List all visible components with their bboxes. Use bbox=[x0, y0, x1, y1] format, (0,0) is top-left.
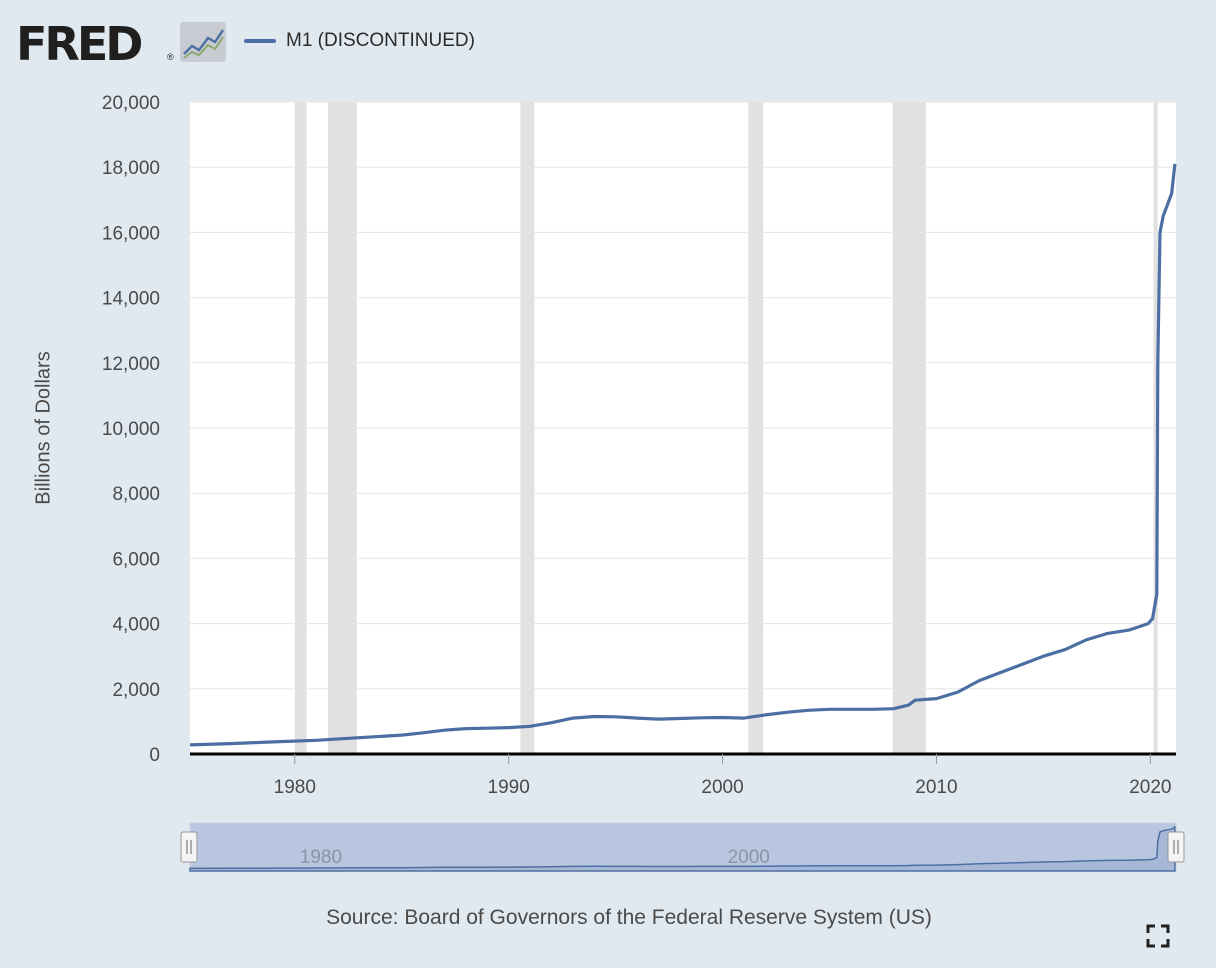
y-tick-label: 20,000 bbox=[102, 93, 160, 114]
chart-svg: 0 2,000 4,000 6,000 8,000 10,000 12,000 14,000 1… bbox=[102, 93, 1185, 872]
navigator-label: 2000 bbox=[728, 847, 770, 868]
y-tick-label: 14,000 bbox=[102, 289, 160, 310]
y-tick-label: 0 bbox=[149, 745, 160, 766]
x-tick-label: 1990 bbox=[488, 777, 530, 798]
fullscreen-icon[interactable] bbox=[1146, 924, 1170, 948]
series-line-m1[interactable] bbox=[189, 163, 1177, 747]
chart-legend[interactable]: M1 (DISCONTINUED) bbox=[244, 28, 475, 54]
fred-logo[interactable]: FRED bbox=[16, 17, 143, 71]
navigator-series bbox=[189, 825, 1176, 872]
y-tick-label: 12,000 bbox=[102, 354, 160, 375]
y-tick-label: 2,000 bbox=[112, 680, 160, 701]
x-tick-label: 1980 bbox=[274, 777, 316, 798]
x-tick-label: 2000 bbox=[701, 777, 743, 798]
x-tick-labels: 1980 1990 2000 2010 2020 bbox=[274, 754, 1171, 798]
source-note: Source: Board of Governors of the Federa… bbox=[326, 906, 932, 929]
y-tick-label: 8,000 bbox=[112, 484, 160, 505]
navigator-handle-left[interactable] bbox=[180, 831, 198, 863]
chart-header: FRED ® M1 (DISCONTINUED) bbox=[0, 0, 1216, 90]
navigator-labels: 1980 2000 bbox=[300, 847, 770, 868]
y-tick-label: 16,000 bbox=[102, 223, 160, 244]
y-tick-labels: 0 2,000 4,000 6,000 8,000 10,000 12,000 14,000 1… bbox=[102, 93, 160, 766]
navigator-handle-right[interactable] bbox=[1167, 831, 1185, 863]
legend-swatch bbox=[244, 39, 276, 43]
registered-mark: ® bbox=[167, 52, 174, 62]
legend-label: M1 (DISCONTINUED) bbox=[286, 30, 475, 51]
y-tick-label: 4,000 bbox=[112, 615, 160, 636]
fred-logo-chart-icon bbox=[180, 22, 226, 62]
navigator-label: 1980 bbox=[300, 847, 342, 868]
x-tick-label: 2010 bbox=[915, 777, 957, 798]
x-tick-label: 2020 bbox=[1129, 777, 1171, 798]
series-layer bbox=[189, 163, 1177, 747]
y-tick-label: 10,000 bbox=[102, 419, 160, 440]
navigator[interactable]: 1980 2000 bbox=[180, 822, 1185, 872]
y-tick-label: 6,000 bbox=[112, 549, 160, 570]
y-tick-label: 18,000 bbox=[102, 158, 160, 179]
gridlines bbox=[190, 101, 1176, 690]
